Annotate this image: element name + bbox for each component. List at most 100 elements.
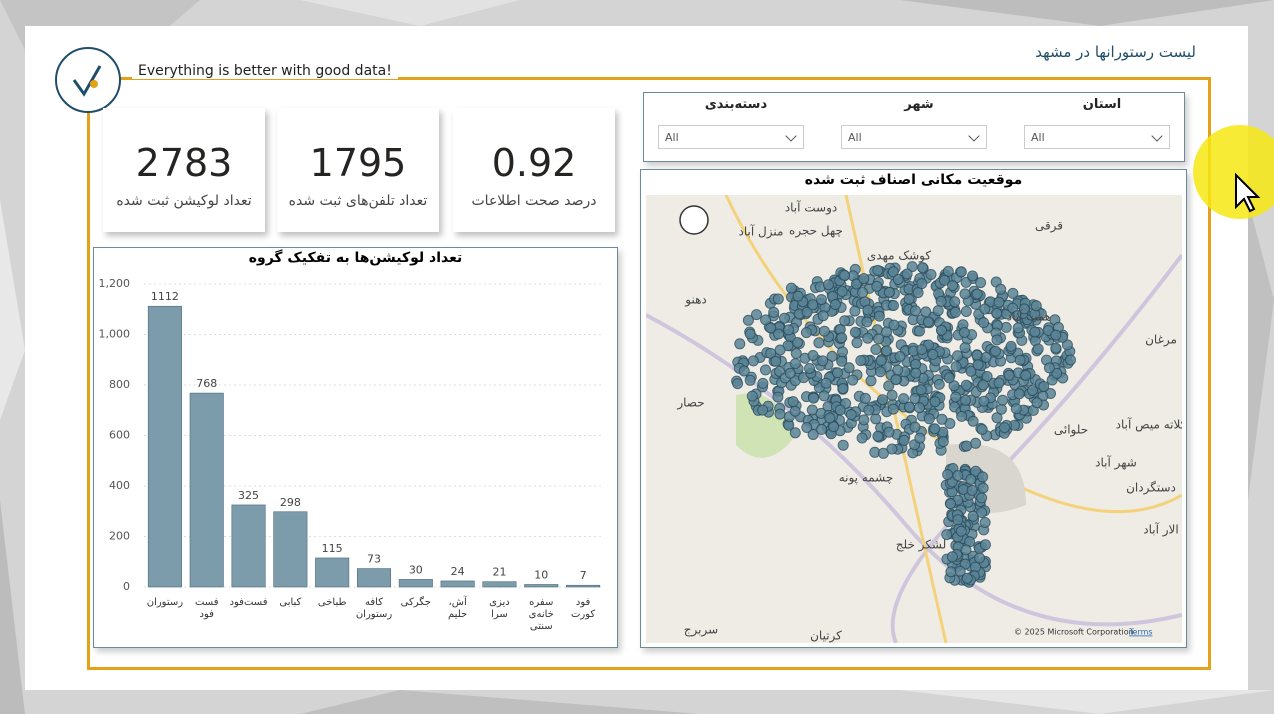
cursor-highlight: [1193, 125, 1274, 219]
location-dot: [855, 355, 867, 367]
location-dot: [837, 383, 849, 394]
chart: 0 200 400 600 800 1,000 1,200 1112 768 325 298 115 7…: [99, 277, 604, 593]
location-dot: [1018, 303, 1030, 315]
location-dot: [1061, 339, 1073, 351]
chart-panel: تعداد لوکیشن‌ها به تفکیک گروه 0 200 400 600…: [93, 247, 618, 648]
slicer-dropdown[interactable]: All: [658, 125, 804, 149]
kpi-value: 1795: [309, 141, 407, 185]
location-dot: [861, 316, 873, 328]
location-dot: [925, 269, 937, 280]
location-dot: [958, 327, 970, 338]
location-dot: [772, 293, 784, 305]
location-dot: [920, 306, 932, 318]
value-label: 298: [280, 496, 301, 509]
x-tick-label: فست‌فود: [229, 597, 268, 608]
y-tick-label: 800: [109, 378, 130, 391]
location-dot: [943, 372, 955, 384]
location-dot: [863, 404, 875, 416]
location-dot: [892, 364, 904, 376]
terms-link[interactable]: Terms: [1128, 628, 1153, 637]
location-dot: [991, 412, 1003, 424]
location-dot: [858, 414, 870, 426]
location-dot: [942, 469, 954, 480]
place-label: دستگردان: [1126, 481, 1176, 496]
bar: [315, 557, 350, 588]
location-dot: [774, 408, 786, 420]
location-dot: [732, 378, 744, 390]
place-label: حلوائی: [1054, 423, 1088, 438]
place-label: حصار: [676, 396, 704, 411]
value-label: 21: [492, 566, 506, 579]
location-dot: [836, 285, 848, 297]
location-dot: [862, 304, 874, 316]
location-dot: [834, 404, 846, 416]
location-dot: [991, 334, 1003, 346]
location-dot: [980, 351, 992, 363]
location-dot: [807, 350, 819, 361]
kpi-card: 1795 تعداد تلفن‌های ثبت شده: [277, 108, 439, 232]
location-dot: [760, 314, 772, 326]
location-dot: [941, 529, 953, 541]
location-dot: [955, 525, 967, 537]
slicer-dropdown[interactable]: All: [841, 125, 987, 149]
location-dot: [789, 405, 801, 417]
location-dot: [995, 403, 1007, 415]
location-dot: [995, 283, 1007, 295]
location-dot: [806, 404, 818, 416]
location-dot: [856, 432, 868, 444]
location-dot: [949, 306, 961, 318]
location-dot: [977, 471, 989, 483]
location-dot: [1043, 362, 1055, 374]
value-label: 768: [196, 377, 217, 390]
location-dot: [955, 266, 967, 278]
location-dot: [849, 326, 861, 338]
place-label: منزل آباد: [739, 224, 784, 240]
location-dot: [960, 276, 972, 288]
location-dot: [960, 544, 972, 556]
copyright: © 2025 Microsoft Corporation: [1014, 628, 1134, 637]
location-dot: [991, 307, 1003, 319]
location-dot: [967, 415, 979, 427]
slicer-dropdown[interactable]: All: [1024, 125, 1170, 149]
location-dot: [789, 358, 801, 370]
location-dot: [858, 273, 870, 285]
location-dot: [873, 333, 884, 345]
location-dot: [898, 434, 910, 446]
kpi-value: 0.92: [491, 141, 577, 185]
x-tick-label: دیزی سرا: [489, 597, 510, 620]
location-dot: [915, 384, 927, 396]
location-dot: [738, 365, 750, 377]
location-dot: [850, 278, 862, 290]
location-dot: [927, 348, 939, 360]
location-dot: [952, 350, 964, 362]
location-dot: [890, 374, 902, 386]
location-dot: [965, 365, 977, 377]
bar: [440, 580, 475, 588]
location-dot: [817, 310, 829, 322]
location-dot: [936, 324, 947, 336]
location-dot: [977, 482, 989, 494]
value-label: 73: [367, 553, 381, 566]
place-label: کوشک مهدی: [867, 249, 931, 264]
location-dot: [903, 293, 915, 305]
location-dot: [974, 552, 986, 564]
place-label: کرتیان: [810, 629, 842, 644]
location-dot: [979, 517, 991, 528]
x-tick-label: کافه رستوران: [355, 597, 393, 620]
location-dot: [1050, 342, 1062, 354]
location-dot: [807, 299, 819, 311]
place-label: کلاته میص آباد: [1116, 417, 1182, 433]
location-dot: [787, 396, 799, 408]
location-dot: [839, 315, 851, 327]
value-label: 24: [451, 565, 465, 578]
bar: [356, 568, 392, 588]
tagline: Everything is better with good data!: [132, 63, 398, 79]
location-dot: [870, 413, 882, 425]
place-label: چشمه پونه: [839, 471, 894, 486]
location-dot: [979, 539, 991, 551]
location-dot: [952, 470, 964, 481]
location-dot: [883, 380, 895, 392]
location-dot: [881, 345, 893, 357]
location-dot: [784, 367, 796, 379]
